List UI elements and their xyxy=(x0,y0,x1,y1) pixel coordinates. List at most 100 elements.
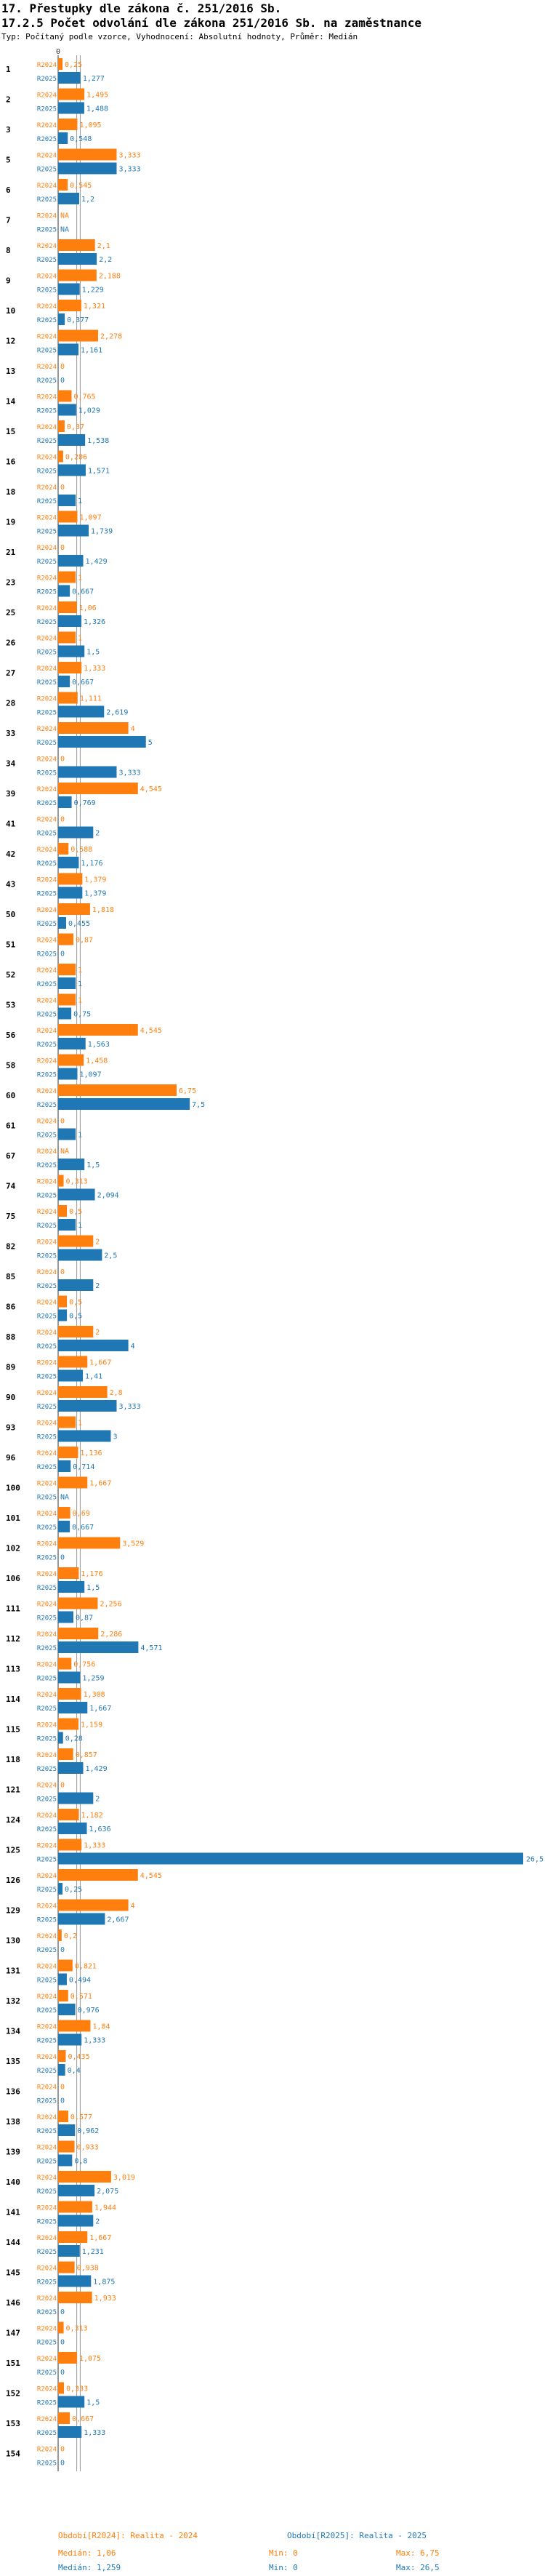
value-label-r2025: 1,636 xyxy=(89,1825,111,1833)
value-label-r2024: 0,5 xyxy=(69,1208,82,1216)
bar-r2024 xyxy=(58,662,82,673)
series-label-r2024: R2024 xyxy=(37,1179,57,1186)
value-label-r2025: 0 xyxy=(60,377,65,385)
bar-r2024 xyxy=(58,2201,92,2213)
bar-r2025 xyxy=(58,1219,76,1231)
series-label-r2024: R2024 xyxy=(37,575,57,583)
row-label: 88 xyxy=(6,1332,15,1342)
series-label-r2025: R2025 xyxy=(37,348,57,355)
value-label-r2024: 0,2 xyxy=(64,1932,77,1940)
series-label-r2024: R2024 xyxy=(37,1662,57,1669)
row-label: 1 xyxy=(6,65,11,74)
series-label-r2024: R2024 xyxy=(37,394,57,401)
value-label-r2025: 3 xyxy=(113,1433,117,1441)
series-label-r2024: R2024 xyxy=(37,998,57,1005)
series-label-r2025: R2025 xyxy=(37,559,57,566)
bar-r2025 xyxy=(58,826,94,839)
value-label-r2025: 0 xyxy=(60,2097,65,2105)
series-label-r2025: R2025 xyxy=(37,468,57,476)
value-label-r2025: 0,377 xyxy=(67,316,89,324)
row-label: 93 xyxy=(6,1423,15,1433)
bar-r2025 xyxy=(58,1430,111,1442)
value-label-r2024: 0,545 xyxy=(70,182,92,190)
bar-r2024 xyxy=(58,88,85,100)
value-label-r2025: 1 xyxy=(78,980,82,988)
series-label-r2025: R2025 xyxy=(37,1645,57,1652)
legend-r2025: Období[R2025]: Realita - 2025 xyxy=(287,2531,427,2540)
series-label-r2024: R2024 xyxy=(37,877,57,884)
series-label-r2024: R2024 xyxy=(37,1783,57,1790)
series-label-r2025: R2025 xyxy=(37,1012,57,1019)
value-label-r2025: 0,714 xyxy=(73,1463,94,1471)
bar-r2025 xyxy=(58,1732,63,1744)
series-label-r2025: R2025 xyxy=(37,1947,57,1954)
row-label: 13 xyxy=(6,367,15,376)
bar-r2024 xyxy=(58,1628,99,1639)
series-label-r2024: R2024 xyxy=(37,2265,57,2273)
series-label-r2025: R2025 xyxy=(37,1676,57,1683)
series-label-r2025: R2025 xyxy=(37,2430,57,2437)
value-label-r2024: 1,379 xyxy=(84,876,106,884)
series-label-r2025: R2025 xyxy=(37,287,57,295)
bar-r2024 xyxy=(58,1718,78,1730)
bar-r2024 xyxy=(58,1447,78,1458)
row-label: 12 xyxy=(6,337,15,346)
value-label-r2024: 0,5 xyxy=(69,1299,82,1307)
value-label-r2025: 1,229 xyxy=(82,287,104,295)
value-label-r2025: 0,4 xyxy=(68,2067,81,2075)
value-label-r2025: 0,8 xyxy=(74,2158,87,2166)
series-label-r2024: R2024 xyxy=(37,786,57,793)
series-label-r2024: R2024 xyxy=(37,1481,57,1488)
value-label-r2025: 2,667 xyxy=(107,1916,129,1924)
series-label-r2025: R2025 xyxy=(37,1796,57,1804)
value-label-r2025: 4,571 xyxy=(140,1644,162,1652)
max-r2025: Max: 26,5 xyxy=(396,2563,440,2572)
row-label: 28 xyxy=(6,699,15,708)
bar-r2024 xyxy=(58,1205,68,1217)
bar-r2025 xyxy=(58,1973,67,1985)
value-label-r2025: 4 xyxy=(131,1343,135,1351)
series-label-r2025: R2025 xyxy=(37,2219,57,2226)
bar-r2025 xyxy=(58,1792,94,1804)
series-label-r2024: R2024 xyxy=(37,183,57,190)
bar-r2024 xyxy=(58,2171,111,2183)
value-label-r2024: 0 xyxy=(60,2084,65,2092)
series-label-r2025: R2025 xyxy=(37,1826,57,1833)
row-label: 27 xyxy=(6,668,15,678)
series-label-r2025: R2025 xyxy=(37,981,57,988)
value-label-r2025: 1,333 xyxy=(84,2037,105,2045)
series-label-r2024: R2024 xyxy=(37,62,57,69)
series-label-r2024: R2024 xyxy=(37,1028,57,1035)
value-label-r2024: 1 xyxy=(78,967,82,975)
series-label-r2025: R2025 xyxy=(37,1434,57,1441)
series-label-r2024: R2024 xyxy=(37,817,57,824)
row-label: 51 xyxy=(6,940,16,950)
row-label: 58 xyxy=(6,1061,15,1071)
bar-r2025 xyxy=(58,1309,68,1321)
value-label-r2024: 0,938 xyxy=(77,2265,99,2273)
value-label-r2024: NA xyxy=(60,1148,69,1156)
value-label-r2025: 0,75 xyxy=(73,1011,91,1019)
series-label-r2025: R2025 xyxy=(37,1072,57,1079)
value-label-r2025: 26,5 xyxy=(526,1856,544,1864)
value-label-r2025: 1,029 xyxy=(78,407,100,415)
row-label: 113 xyxy=(6,1665,20,1674)
series-label-r2024: R2024 xyxy=(37,1450,57,1457)
bar-r2025 xyxy=(58,434,86,446)
bar-r2025 xyxy=(58,676,70,687)
bar-r2025 xyxy=(58,132,68,144)
series-label-r2025: R2025 xyxy=(37,2340,57,2347)
value-label-r2024: 4 xyxy=(131,1903,135,1911)
bar-r2024 xyxy=(58,873,83,885)
value-label-r2024: 1,308 xyxy=(84,1691,105,1699)
bar-r2025 xyxy=(58,2275,92,2287)
value-label-r2025: 0 xyxy=(60,1946,65,1954)
series-label-r2024: R2024 xyxy=(37,2235,57,2242)
bar-r2025 xyxy=(58,1098,190,1110)
bar-r2024 xyxy=(58,2050,66,2062)
bar-r2024 xyxy=(58,722,129,734)
series-label-r2024: R2024 xyxy=(37,1148,57,1156)
value-label-r2025: 0,976 xyxy=(78,2007,100,2015)
bar-r2025 xyxy=(58,1883,63,1895)
series-label-r2024: R2024 xyxy=(37,2054,57,2061)
